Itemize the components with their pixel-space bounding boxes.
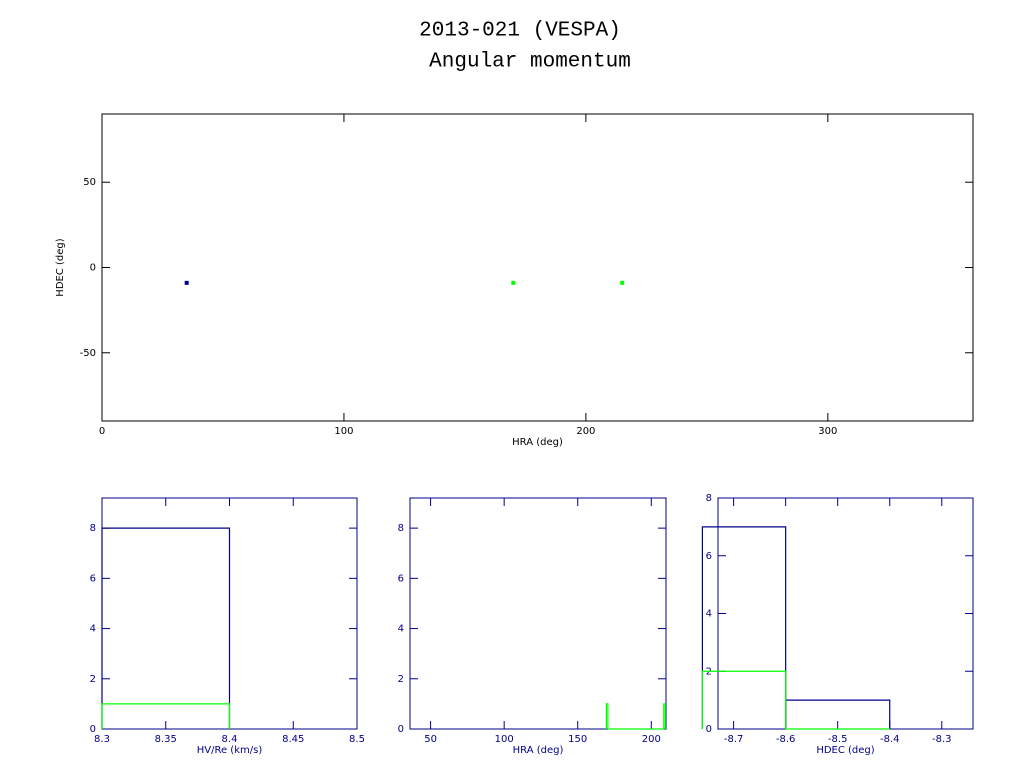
x-axis-label: HRA (deg) <box>513 745 564 756</box>
y-tick-label: 8 <box>398 523 404 534</box>
x-tick-label: 8.45 <box>282 734 304 745</box>
x-tick-label: 8.35 <box>155 734 177 745</box>
y-tick-label: 50 <box>83 177 96 188</box>
histogram-bar <box>701 670 787 729</box>
histogram-bar <box>663 703 666 729</box>
x-tick-label: -8.6 <box>776 734 796 745</box>
plot-frame <box>717 497 974 730</box>
y-tick-label: 0 <box>90 263 96 274</box>
histogram-bar <box>605 703 609 729</box>
point <box>511 280 516 285</box>
plot-frame <box>409 497 667 730</box>
x-tick-label: -8.5 <box>828 734 848 745</box>
x-tick-label: -8.7 <box>724 734 744 745</box>
y-tick-label: -50 <box>80 348 96 359</box>
x-tick-label: -8.3 <box>932 734 952 745</box>
y-tick-label: 6 <box>398 573 404 584</box>
x-tick-label: 8.5 <box>349 734 365 745</box>
y-tick-label: 2 <box>90 674 96 685</box>
x-tick-label: 150 <box>568 734 587 745</box>
y-tick-label: 6 <box>90 573 96 584</box>
x-tick-label: 8.4 <box>222 734 238 745</box>
x-tick-label: 200 <box>576 426 595 437</box>
x-tick-label: 0 <box>99 426 105 437</box>
y-tick-label: 8 <box>90 523 96 534</box>
histogram-bar <box>701 526 787 729</box>
x-tick-label: -8.4 <box>880 734 900 745</box>
y-tick-label: 4 <box>398 624 404 635</box>
chart-subtitle: Angular momentum <box>429 51 631 74</box>
y-axis-label: HDEC (deg) <box>55 238 66 296</box>
y-tick-label: 8 <box>706 493 712 504</box>
histogram-bar <box>101 527 231 729</box>
x-axis-label: HRA (deg) <box>512 437 563 448</box>
chart-title: 2013-021 (VESPA) <box>419 20 621 43</box>
y-tick-label: 0 <box>90 724 96 735</box>
y-tick-label: 4 <box>706 609 712 620</box>
x-tick-label: 8.3 <box>94 734 110 745</box>
x-axis-label: HDEC (deg) <box>816 745 874 756</box>
y-tick-label: 6 <box>706 551 712 562</box>
point <box>620 280 625 285</box>
x-tick-label: 300 <box>818 426 837 437</box>
y-tick-label: 2 <box>398 674 404 685</box>
y-tick-label: 4 <box>90 624 96 635</box>
y-tick-label: 0 <box>706 724 712 735</box>
x-tick-label: 50 <box>424 734 437 745</box>
x-axis-label: HV/Re (km/s) <box>197 745 263 756</box>
x-tick-label: 100 <box>334 426 353 437</box>
plot-frame <box>101 113 974 422</box>
y-tick-label: 0 <box>398 724 404 735</box>
point <box>184 280 189 285</box>
histogram-bar <box>101 703 231 729</box>
x-tick-label: 200 <box>642 734 661 745</box>
x-tick-label: 100 <box>495 734 514 745</box>
